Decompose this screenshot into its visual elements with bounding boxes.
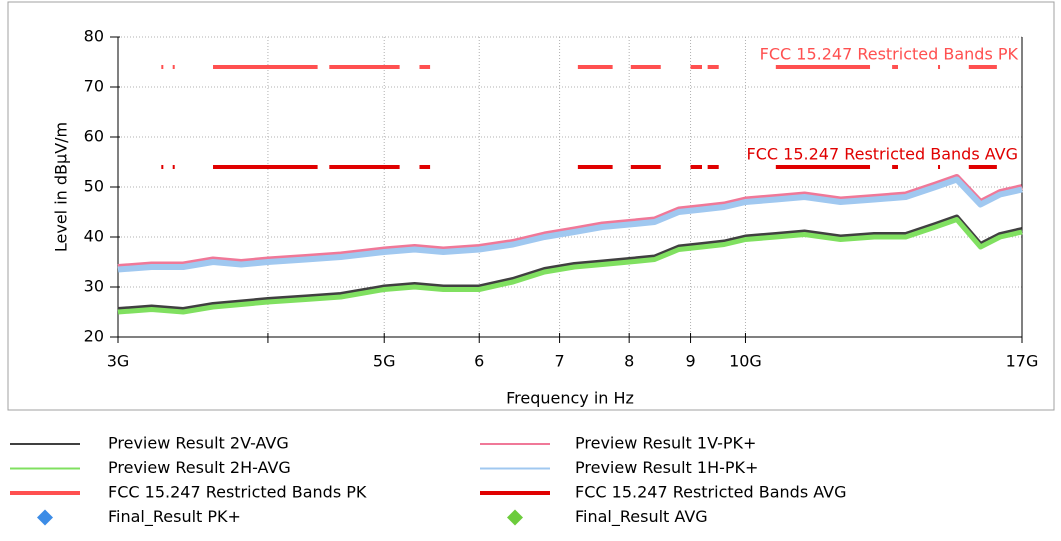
legend-label: Preview Result 1V-PK+ <box>575 434 756 453</box>
x-tick-label: 10G <box>729 352 762 371</box>
y-axis-label: Level in dBµV/m <box>52 122 71 252</box>
x-tick-label: 6 <box>474 352 484 371</box>
legend-label: FCC 15.247 Restricted Bands AVG <box>575 483 847 502</box>
series-line <box>117 217 1023 315</box>
x-tick-label: 8 <box>624 352 634 371</box>
y-tick-label: 20 <box>84 327 104 346</box>
x-tick-label: 5G <box>373 352 396 371</box>
legend-label: Preview Result 2H-AVG <box>108 458 291 477</box>
y-tick-label: 40 <box>84 227 104 246</box>
limit-label: FCC 15.247 Restricted Bands AVG <box>747 145 1019 164</box>
x-tick-label: 7 <box>554 352 564 371</box>
legend-label: Preview Result 2V-AVG <box>108 434 289 453</box>
x-tick-label: 3G <box>107 352 130 371</box>
chart-frame <box>7 1 1055 411</box>
series-line <box>117 176 1023 273</box>
legend-label: Preview Result 1H-PK+ <box>575 458 758 477</box>
y-tick-label: 50 <box>84 177 104 196</box>
legend-label: Final_Result PK+ <box>108 507 241 527</box>
legend-label: FCC 15.247 Restricted Bands PK <box>108 483 367 502</box>
legend-marker <box>37 509 53 526</box>
legend-marker <box>507 509 523 526</box>
legend-label: Final_Result AVG <box>575 507 708 527</box>
x-tick-label: 9 <box>685 352 695 371</box>
y-tick-label: 30 <box>84 277 104 296</box>
y-tick-label: 60 <box>84 127 104 146</box>
y-tick-label: 80 <box>84 27 104 46</box>
y-tick-label: 70 <box>84 77 104 96</box>
x-axis-label: Frequency in Hz <box>506 389 634 408</box>
x-tick-label: 17G <box>1006 352 1039 371</box>
limit-label: FCC 15.247 Restricted Bands PK <box>760 45 1019 64</box>
